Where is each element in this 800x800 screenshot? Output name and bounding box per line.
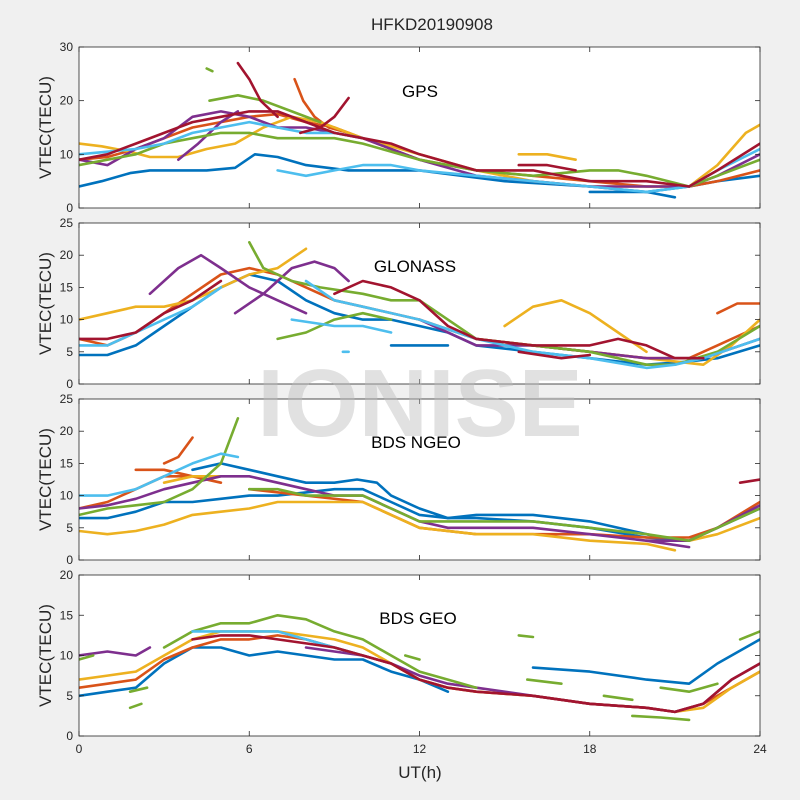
series-line-7 — [79, 500, 677, 552]
series-line-7 — [79, 654, 95, 661]
y-axis-label: VTEC(TECU) — [36, 252, 55, 355]
y-tick-label: 25 — [60, 216, 74, 230]
series-line-6 — [517, 153, 577, 161]
figure-title: HFKD20190908 — [371, 15, 493, 34]
x-tick-label: 0 — [76, 742, 83, 756]
y-tick-label: 0 — [66, 377, 73, 391]
y-axis-label: VTEC(TECU) — [36, 76, 55, 179]
series-line-9 — [233, 260, 350, 315]
series-line-17 — [517, 163, 577, 172]
series-group — [79, 241, 760, 370]
series-line-10 — [208, 94, 322, 124]
y-tick-label: 25 — [60, 392, 74, 406]
series-line-13 — [525, 678, 563, 686]
series-line-12 — [517, 634, 535, 639]
series-line-19 — [191, 634, 760, 714]
panel-label: BDS GEO — [379, 609, 456, 628]
y-tick-label: 20 — [60, 424, 74, 438]
series-line-14 — [79, 110, 760, 188]
series-line-16 — [298, 96, 350, 135]
series-line-18 — [333, 279, 705, 360]
y-tick-label: 5 — [66, 689, 73, 703]
series-group — [79, 61, 760, 199]
y-tick-label: 10 — [60, 489, 74, 503]
panel-3: 0 5 10 15 20 25 BDS NGEO VTEC(TECU) — [36, 392, 761, 567]
x-tick-label: 18 — [583, 742, 597, 756]
series-line-1 — [79, 153, 677, 199]
series-line-2 — [531, 638, 760, 686]
series-line-12 — [276, 311, 393, 341]
y-tick-label: 10 — [60, 313, 74, 327]
series-line-4 — [293, 77, 350, 135]
series-line-11 — [205, 67, 214, 73]
y-tick-label: 5 — [66, 345, 73, 359]
y-tick-label: 5 — [66, 521, 73, 535]
y-tick-label: 20 — [60, 94, 74, 108]
series-line-14 — [304, 279, 760, 370]
plot-area — [79, 575, 760, 736]
panel-label: BDS NGEO — [371, 433, 461, 452]
series-line-15 — [290, 318, 393, 334]
panel-label: GPS — [402, 82, 438, 101]
series-line-2 — [191, 462, 677, 543]
series-line-5 — [79, 646, 152, 657]
series-line-17 — [79, 279, 223, 341]
panel-label: GLONASS — [374, 257, 456, 276]
series-group — [79, 416, 760, 552]
series-line-11 — [403, 654, 421, 661]
series-line-14 — [79, 452, 240, 497]
y-axis-label: VTEC(TECU) — [36, 604, 55, 707]
series-line-6 — [503, 298, 648, 354]
series-line-8 — [177, 110, 240, 161]
series-line-1 — [79, 487, 760, 543]
series-line-13 — [79, 286, 223, 347]
x-axis-label: UT(h) — [398, 763, 441, 782]
series-line-12 — [79, 416, 240, 517]
y-tick-label: 10 — [60, 147, 74, 161]
panel-1: 0 10 20 30 GPS VTEC(TECU) — [36, 40, 761, 215]
series-line-9 — [128, 702, 143, 710]
series-line-17 — [738, 630, 760, 641]
x-tick-label: 24 — [753, 742, 767, 756]
y-tick-label: 15 — [60, 608, 74, 622]
series-line-1 — [79, 646, 450, 698]
series-group — [79, 613, 760, 722]
series-line-8 — [148, 253, 308, 315]
panels: 0 10 20 30 GPS VTEC(TECU) 0 5 10 15 20 25 GLONASS VTE… — [36, 40, 767, 756]
series-line-19 — [517, 350, 592, 360]
series-line-1 — [79, 273, 760, 367]
y-tick-label: 0 — [66, 201, 73, 215]
panel-2: 0 5 10 15 20 25 GLONASS VTEC(TECU) — [36, 216, 761, 391]
x-tick-label: 12 — [413, 742, 427, 756]
panel-4: 0 5 10 15 20 0 6 12 18 24 BDS GEO VTEC(TECU) — [36, 568, 767, 756]
series-line-4 — [716, 302, 760, 315]
y-tick-label: 20 — [60, 248, 74, 262]
y-tick-label: 15 — [60, 280, 74, 294]
x-tick-label: 6 — [246, 742, 253, 756]
series-line-8 — [128, 686, 149, 694]
series-line-5 — [162, 436, 194, 465]
y-tick-label: 0 — [66, 553, 73, 567]
watermark: IONISE — [257, 350, 582, 457]
series-line-13 — [248, 487, 760, 543]
series-line-15 — [236, 61, 279, 119]
y-tick-label: 20 — [60, 568, 74, 582]
series-line-15 — [738, 478, 760, 485]
series-line-16 — [659, 682, 719, 694]
y-tick-label: 10 — [60, 649, 74, 663]
series-line-15 — [630, 714, 691, 722]
series-line-14 — [602, 694, 634, 702]
y-tick-label: 0 — [66, 729, 73, 743]
y-axis-label: VTEC(TECU) — [36, 428, 55, 531]
y-tick-label: 30 — [60, 40, 74, 54]
series-line-9 — [162, 474, 223, 485]
series-line-10 — [162, 613, 478, 690]
series-line-12 — [79, 120, 365, 156]
y-tick-label: 15 — [60, 456, 74, 470]
